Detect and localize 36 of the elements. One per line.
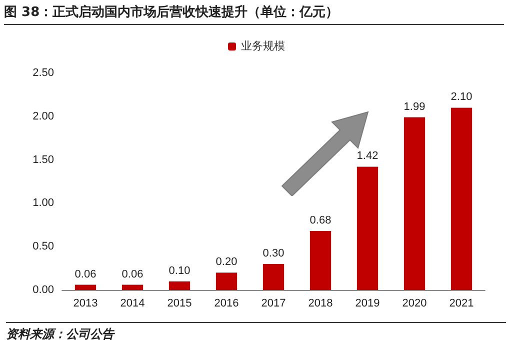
x-tick-label: 2017 [261, 298, 286, 310]
x-tick-label: 2014 [120, 298, 145, 310]
bar [216, 272, 238, 290]
x-tick-label: 2020 [402, 298, 427, 310]
x-tick-label: 2021 [449, 298, 474, 310]
bar [168, 281, 190, 290]
data-label: 1.99 [404, 100, 426, 113]
y-tick-label: 1.00 [32, 197, 54, 210]
bar [404, 117, 426, 290]
bar [262, 264, 284, 290]
data-label: 0.10 [168, 264, 190, 277]
bar [122, 284, 144, 290]
data-label: 2.10 [450, 91, 472, 104]
data-label: 0.06 [74, 268, 96, 280]
y-tick-label: 1.50 [32, 154, 54, 166]
x-tick-label: 2016 [214, 298, 239, 310]
data-label: 0.20 [216, 256, 238, 268]
y-tick-label: 0.50 [32, 240, 54, 253]
bar [450, 108, 472, 290]
data-label: 0.06 [122, 268, 144, 280]
x-tick-label: 2013 [73, 298, 98, 310]
data-label: 0.68 [310, 214, 332, 226]
data-label: 0.30 [262, 247, 284, 260]
bar [74, 284, 96, 290]
y-tick-label: 0.00 [32, 284, 54, 296]
y-tick-label: 2.50 [32, 67, 54, 79]
bar [310, 230, 332, 290]
x-tick-label: 2019 [355, 298, 380, 310]
data-label: 1.42 [356, 150, 378, 162]
bar [356, 166, 378, 290]
legend-label: 业务规模 [241, 40, 285, 52]
x-tick-label: 2015 [167, 298, 192, 310]
y-tick-label: 2.00 [32, 110, 54, 122]
chart-title: 图 38：正式启动国内市场后营收快速提升（单位：亿元） [4, 3, 504, 25]
x-tick-label: 2018 [308, 298, 333, 310]
text: 资料来源：公司公告 [6, 322, 506, 343]
